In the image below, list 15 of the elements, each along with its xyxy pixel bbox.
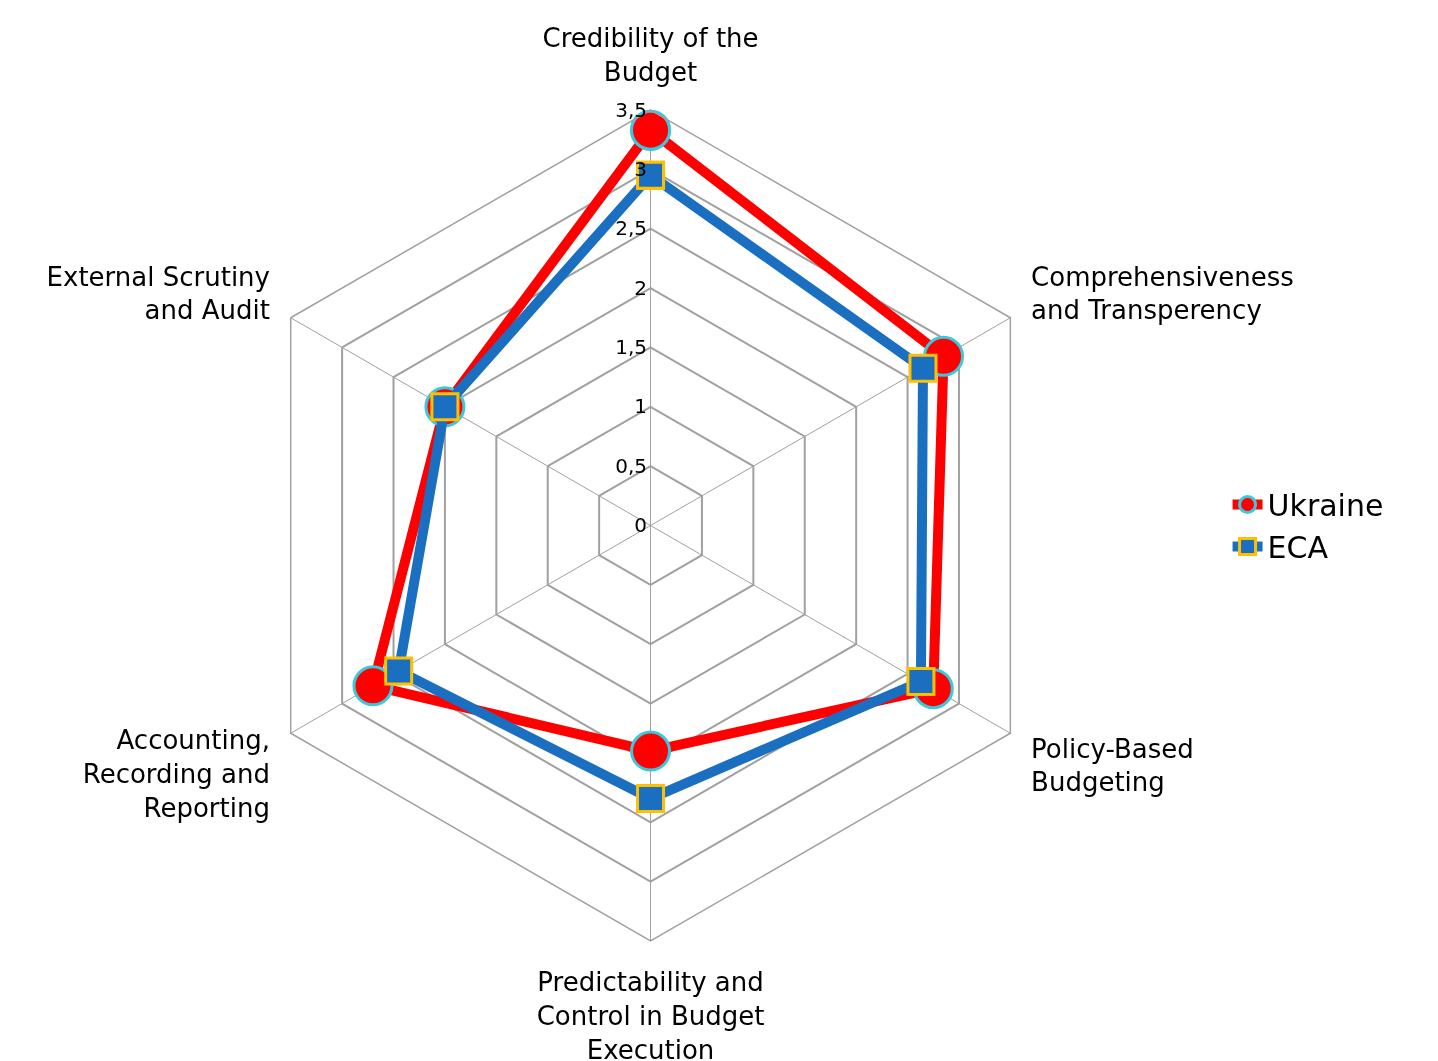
y-tick-label: 2,5 [615, 216, 648, 241]
legend-label: ECA [1267, 530, 1329, 566]
y-tick-label: 0,5 [615, 453, 648, 478]
spoke-label: Accounting, Recording and Reporting [82, 725, 270, 823]
legend-label: Ukraine [1267, 488, 1384, 524]
spoke-label: Policy-Based Budgeting [1031, 733, 1194, 798]
spoke-label: Comprehensiveness and Transperency [1031, 261, 1294, 326]
spoke-label: External Scrutiny and Audit [46, 261, 270, 326]
spoke-label: Predictability and Control in Budget Execution [536, 966, 765, 1061]
y-tick-label: 1,5 [615, 334, 648, 359]
y-tick-label: 0 [634, 513, 648, 537]
spoke-label: Credibility of the Budget [542, 23, 759, 87]
y-tick-label: 2 [634, 275, 648, 300]
y-tick-label: 1 [634, 394, 648, 419]
y-tick-label: 3,5 [615, 97, 648, 122]
